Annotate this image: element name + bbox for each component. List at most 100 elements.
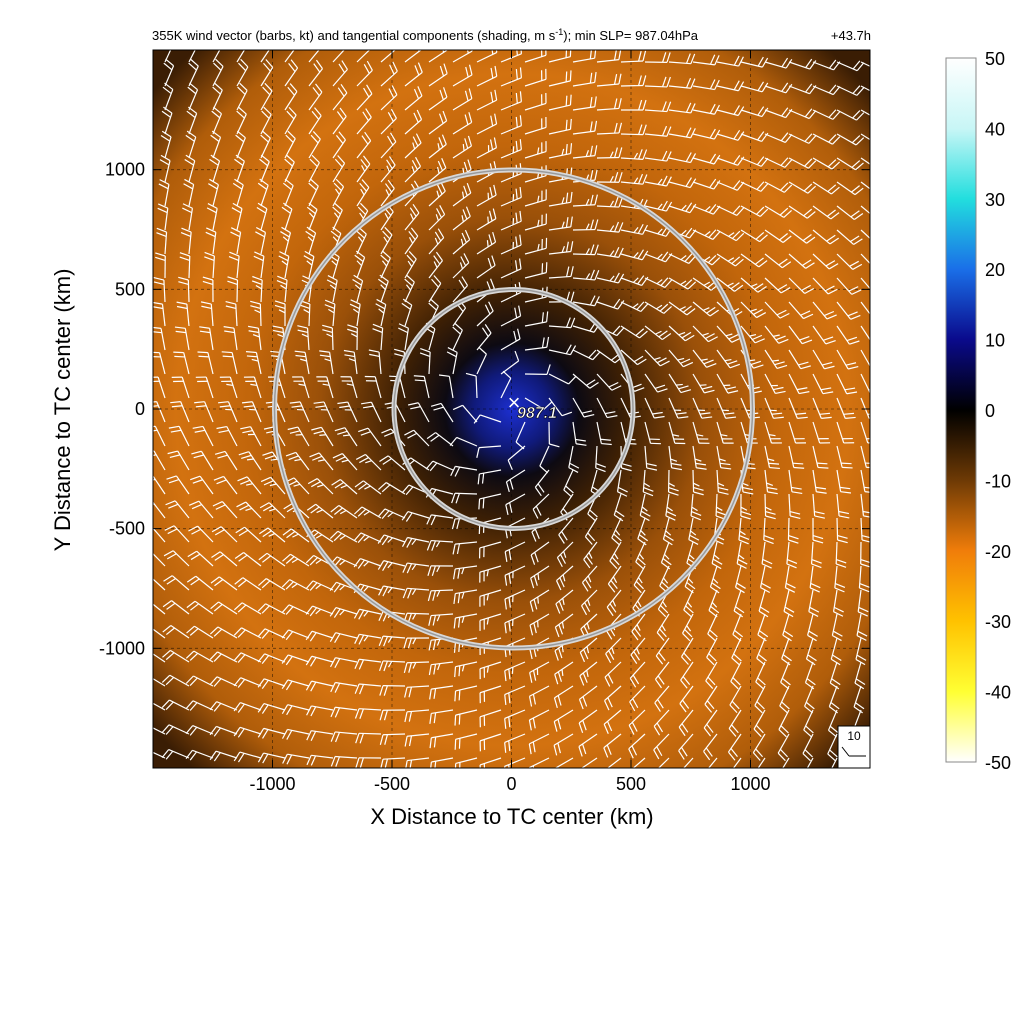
wind-barb <box>812 373 834 395</box>
wind-barb <box>257 703 286 714</box>
wind-barb <box>160 130 172 159</box>
colorbar-tick-label: 50 <box>985 49 1005 69</box>
wind-barb <box>606 589 622 617</box>
wind-barb <box>212 82 223 111</box>
wind-barb <box>548 266 574 279</box>
wind-barb <box>740 301 767 319</box>
wind-barb <box>836 109 865 121</box>
wind-barb <box>692 325 718 343</box>
wind-barb <box>281 679 310 691</box>
wind-barb <box>186 575 214 591</box>
wind-barb <box>548 241 574 255</box>
wind-barb <box>356 131 372 159</box>
wind-barb <box>153 628 166 639</box>
wind-barb <box>860 373 870 395</box>
wind-barb <box>500 370 512 399</box>
wind-barb <box>764 82 793 94</box>
wind-barb <box>210 576 238 591</box>
wind-barb <box>330 681 358 693</box>
wind-barb <box>584 517 598 545</box>
wind-barb <box>860 109 870 116</box>
wind-barb <box>761 541 773 569</box>
wind-barb <box>218 401 238 423</box>
colorbar-tick-label: 20 <box>985 260 1005 280</box>
wind-barb <box>572 244 599 256</box>
wind-barb <box>276 275 288 303</box>
wind-barb <box>706 637 718 666</box>
wind-barb <box>319 350 334 375</box>
range-rings <box>272 167 755 651</box>
wind-barb <box>812 445 829 469</box>
wind-barb <box>812 421 831 444</box>
range-ring-core <box>393 288 634 530</box>
wind-barb <box>377 560 406 571</box>
wind-barb <box>233 751 262 763</box>
wind-barb <box>453 589 478 604</box>
wind-barb <box>211 106 223 135</box>
wind-barb <box>836 181 864 196</box>
wind-barb <box>255 226 267 255</box>
wind-barb <box>758 589 770 618</box>
wind-barb <box>306 730 334 742</box>
wind-barb <box>204 251 215 279</box>
wind-barb <box>764 277 791 294</box>
wind-barb <box>377 508 406 520</box>
wind-barb <box>860 133 870 141</box>
wind-barb <box>836 373 858 395</box>
wind-barb <box>764 373 786 395</box>
wind-barb <box>476 208 497 231</box>
wind-barb <box>667 469 679 496</box>
wind-barb <box>860 325 870 341</box>
wind-barb <box>788 253 815 269</box>
wind-barb <box>428 158 447 183</box>
wind-barb <box>578 733 598 757</box>
wind-barb <box>782 757 790 768</box>
wind-barb <box>596 298 625 310</box>
wind-barb <box>716 349 741 369</box>
wind-barb <box>704 685 718 713</box>
wind-barb <box>428 228 445 255</box>
wind-barb <box>237 476 262 495</box>
wind-barb <box>308 107 322 135</box>
wind-barb <box>243 376 262 399</box>
wind-barb <box>380 179 395 207</box>
wind-barb <box>153 677 166 687</box>
colorbar-tick-label: 10 <box>985 331 1005 351</box>
wind-barb <box>258 552 286 567</box>
wind-barb <box>332 178 345 207</box>
wind-barb <box>668 102 696 114</box>
wind-barb <box>596 196 624 208</box>
wind-barb <box>223 326 238 351</box>
wind-barb <box>580 757 598 768</box>
wind-barb <box>730 661 742 690</box>
wind-barb <box>528 733 550 755</box>
wind-barb <box>326 275 338 303</box>
wind-barb <box>404 709 430 723</box>
wind-barb <box>176 301 190 327</box>
colorbar: 50 40 30 20 10 0 -10 -20 -30 -40 -50 <box>945 49 1011 773</box>
wind-barb <box>644 101 672 113</box>
y-tick-label: 1000 <box>105 160 145 180</box>
wind-barb <box>668 127 696 139</box>
wind-barb <box>428 251 443 279</box>
wind-barb <box>260 59 274 87</box>
wind-barb <box>153 603 166 615</box>
wind-barb <box>788 157 817 169</box>
wind-barb <box>678 709 694 737</box>
wind-barb <box>764 132 793 144</box>
wind-barb <box>620 325 648 339</box>
wind-barb <box>356 84 373 111</box>
wind-barb <box>402 587 430 599</box>
wind-barb <box>524 68 547 87</box>
wind-barb <box>620 249 649 261</box>
wind-barb <box>322 324 334 351</box>
wind-barb <box>378 482 406 495</box>
wind-barb <box>162 82 174 111</box>
wind-barb <box>200 301 214 327</box>
wind-barb <box>500 67 523 87</box>
wind-barb <box>812 277 838 295</box>
wind-barb <box>628 733 646 759</box>
wind-barb <box>764 205 792 218</box>
wind-barb <box>500 210 522 231</box>
wind-barb <box>637 517 649 546</box>
